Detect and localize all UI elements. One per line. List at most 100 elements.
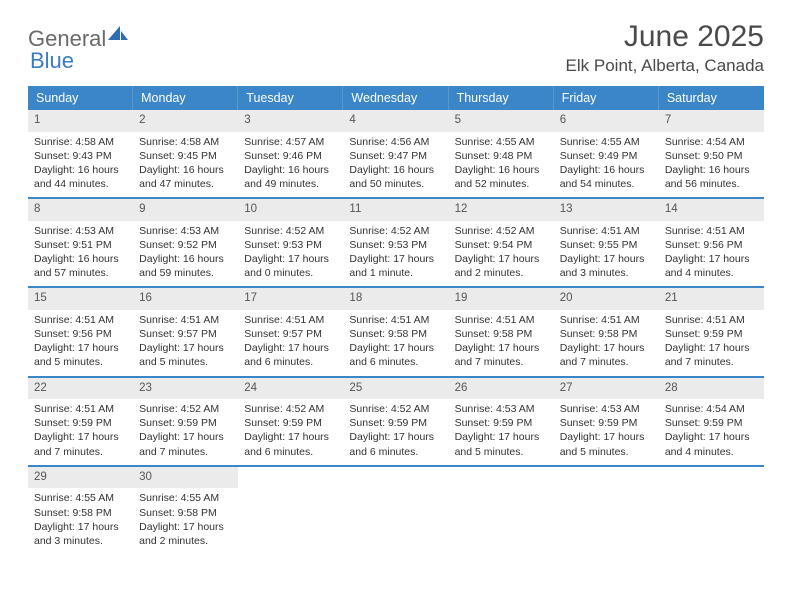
day-number: 26 [449, 378, 554, 400]
sunrise-text: Sunrise: 4:51 AM [665, 224, 758, 238]
sunset-text: Sunset: 9:50 PM [665, 149, 758, 163]
daylight-text: Daylight: 17 hours and 5 minutes. [139, 341, 232, 369]
sunset-text: Sunset: 9:59 PM [455, 416, 548, 430]
sunset-text: Sunset: 9:59 PM [560, 416, 653, 430]
week-row: 29Sunrise: 4:55 AMSunset: 9:58 PMDayligh… [28, 467, 764, 554]
day-cell: 5Sunrise: 4:55 AMSunset: 9:48 PMDaylight… [449, 110, 554, 197]
month-title: June 2025 [566, 20, 764, 54]
dow-sunday: Sunday [28, 86, 133, 110]
dow-tuesday: Tuesday [238, 86, 343, 110]
day-number: 17 [238, 288, 343, 310]
sunset-text: Sunset: 9:58 PM [139, 506, 232, 520]
dow-saturday: Saturday [659, 86, 764, 110]
dow-friday: Friday [554, 86, 659, 110]
page-root: General June 2025 Elk Point, Alberta, Ca… [0, 0, 792, 574]
sunrise-text: Sunrise: 4:51 AM [560, 224, 653, 238]
day-cell: 11Sunrise: 4:52 AMSunset: 9:53 PMDayligh… [343, 199, 448, 286]
day-number: 27 [554, 378, 659, 400]
daylight-text: Daylight: 17 hours and 4 minutes. [665, 430, 758, 458]
day-cell-empty [554, 467, 659, 554]
header: General June 2025 Elk Point, Alberta, Ca… [28, 20, 764, 76]
sunrise-text: Sunrise: 4:51 AM [560, 313, 653, 327]
day-number: 4 [343, 110, 448, 132]
week-row: 15Sunrise: 4:51 AMSunset: 9:56 PMDayligh… [28, 288, 764, 377]
sunset-text: Sunset: 9:58 PM [349, 327, 442, 341]
day-number: 14 [659, 199, 764, 221]
week-row: 8Sunrise: 4:53 AMSunset: 9:51 PMDaylight… [28, 199, 764, 288]
day-cell: 20Sunrise: 4:51 AMSunset: 9:58 PMDayligh… [554, 288, 659, 375]
sunrise-text: Sunrise: 4:53 AM [34, 224, 127, 238]
sunrise-text: Sunrise: 4:55 AM [455, 135, 548, 149]
daylight-text: Daylight: 17 hours and 2 minutes. [139, 520, 232, 548]
sunset-text: Sunset: 9:56 PM [665, 238, 758, 252]
day-cell: 19Sunrise: 4:51 AMSunset: 9:58 PMDayligh… [449, 288, 554, 375]
day-cell: 12Sunrise: 4:52 AMSunset: 9:54 PMDayligh… [449, 199, 554, 286]
sunrise-text: Sunrise: 4:54 AM [665, 135, 758, 149]
sunset-text: Sunset: 9:55 PM [560, 238, 653, 252]
sunset-text: Sunset: 9:58 PM [560, 327, 653, 341]
logo-text-blue: Blue [30, 48, 74, 73]
daylight-text: Daylight: 17 hours and 7 minutes. [455, 341, 548, 369]
weeks-container: 1Sunrise: 4:58 AMSunset: 9:43 PMDaylight… [28, 110, 764, 554]
day-cell: 28Sunrise: 4:54 AMSunset: 9:59 PMDayligh… [659, 378, 764, 465]
daylight-text: Daylight: 16 hours and 57 minutes. [34, 252, 127, 280]
daylight-text: Daylight: 17 hours and 3 minutes. [34, 520, 127, 548]
day-number: 10 [238, 199, 343, 221]
sunrise-text: Sunrise: 4:53 AM [139, 224, 232, 238]
day-cell-empty [343, 467, 448, 554]
week-row: 1Sunrise: 4:58 AMSunset: 9:43 PMDaylight… [28, 110, 764, 199]
sunset-text: Sunset: 9:52 PM [139, 238, 232, 252]
daylight-text: Daylight: 17 hours and 7 minutes. [34, 430, 127, 458]
day-number: 29 [28, 467, 133, 489]
sunset-text: Sunset: 9:53 PM [244, 238, 337, 252]
sunrise-text: Sunrise: 4:51 AM [455, 313, 548, 327]
day-cell: 30Sunrise: 4:55 AMSunset: 9:58 PMDayligh… [133, 467, 238, 554]
dow-thursday: Thursday [449, 86, 554, 110]
sunrise-text: Sunrise: 4:57 AM [244, 135, 337, 149]
sunset-text: Sunset: 9:59 PM [244, 416, 337, 430]
sunrise-text: Sunrise: 4:52 AM [349, 224, 442, 238]
day-number: 1 [28, 110, 133, 132]
day-number: 3 [238, 110, 343, 132]
day-number: 20 [554, 288, 659, 310]
daylight-text: Daylight: 17 hours and 3 minutes. [560, 252, 653, 280]
day-cell: 26Sunrise: 4:53 AMSunset: 9:59 PMDayligh… [449, 378, 554, 465]
day-cell: 27Sunrise: 4:53 AMSunset: 9:59 PMDayligh… [554, 378, 659, 465]
daylight-text: Daylight: 16 hours and 47 minutes. [139, 163, 232, 191]
sunrise-text: Sunrise: 4:58 AM [34, 135, 127, 149]
sunset-text: Sunset: 9:43 PM [34, 149, 127, 163]
day-number: 18 [343, 288, 448, 310]
day-cell-empty [238, 467, 343, 554]
day-number: 16 [133, 288, 238, 310]
sunrise-text: Sunrise: 4:58 AM [139, 135, 232, 149]
day-number: 15 [28, 288, 133, 310]
daylight-text: Daylight: 17 hours and 5 minutes. [34, 341, 127, 369]
week-row: 22Sunrise: 4:51 AMSunset: 9:59 PMDayligh… [28, 378, 764, 467]
daylight-text: Daylight: 17 hours and 6 minutes. [244, 430, 337, 458]
sunrise-text: Sunrise: 4:51 AM [349, 313, 442, 327]
day-number: 2 [133, 110, 238, 132]
day-cell: 7Sunrise: 4:54 AMSunset: 9:50 PMDaylight… [659, 110, 764, 197]
day-cell: 22Sunrise: 4:51 AMSunset: 9:59 PMDayligh… [28, 378, 133, 465]
day-number: 24 [238, 378, 343, 400]
sunrise-text: Sunrise: 4:51 AM [34, 313, 127, 327]
day-number: 25 [343, 378, 448, 400]
daylight-text: Daylight: 17 hours and 7 minutes. [665, 341, 758, 369]
day-number: 11 [343, 199, 448, 221]
day-number: 21 [659, 288, 764, 310]
sunrise-text: Sunrise: 4:51 AM [244, 313, 337, 327]
sunrise-text: Sunrise: 4:51 AM [665, 313, 758, 327]
dow-wednesday: Wednesday [343, 86, 448, 110]
daylight-text: Daylight: 16 hours and 50 minutes. [349, 163, 442, 191]
day-number: 9 [133, 199, 238, 221]
title-block: June 2025 Elk Point, Alberta, Canada [566, 20, 764, 76]
daylight-text: Daylight: 17 hours and 6 minutes. [349, 341, 442, 369]
day-cell: 24Sunrise: 4:52 AMSunset: 9:59 PMDayligh… [238, 378, 343, 465]
day-number: 5 [449, 110, 554, 132]
daylight-text: Daylight: 17 hours and 5 minutes. [560, 430, 653, 458]
sunset-text: Sunset: 9:59 PM [665, 327, 758, 341]
day-number: 8 [28, 199, 133, 221]
calendar: Sunday Monday Tuesday Wednesday Thursday… [28, 86, 764, 554]
day-number: 6 [554, 110, 659, 132]
sunrise-text: Sunrise: 4:56 AM [349, 135, 442, 149]
